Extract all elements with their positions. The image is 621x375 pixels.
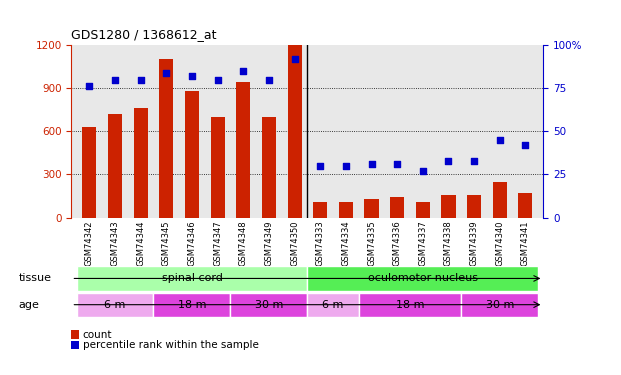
Bar	[467, 195, 481, 217]
Text: 6 m: 6 m	[322, 300, 344, 310]
Bar	[365, 199, 379, 217]
Bar	[519, 193, 532, 217]
Bar	[262, 117, 276, 218]
Bar	[76, 266, 307, 291]
Text: GDS1280 / 1368612_at: GDS1280 / 1368612_at	[71, 28, 217, 41]
Point	[238, 68, 248, 74]
Bar	[288, 45, 302, 218]
Point	[392, 161, 402, 167]
Text: percentile rank within the sample: percentile rank within the sample	[83, 340, 258, 350]
Bar	[211, 117, 225, 218]
Point	[264, 76, 274, 82]
Point	[315, 163, 325, 169]
Point	[366, 161, 376, 167]
Text: 30 m: 30 m	[486, 300, 514, 310]
Text: count: count	[83, 330, 112, 339]
Bar	[339, 202, 353, 217]
Bar	[313, 202, 327, 217]
Bar	[307, 292, 359, 317]
Bar	[153, 292, 230, 317]
Point	[289, 56, 299, 62]
Point	[495, 137, 505, 143]
Point	[469, 158, 479, 164]
Bar	[134, 108, 148, 217]
Point	[418, 168, 428, 174]
Bar	[83, 127, 96, 218]
Point	[212, 76, 222, 82]
Point	[443, 158, 453, 164]
Text: 18 m: 18 m	[178, 300, 206, 310]
Bar	[236, 82, 250, 218]
Bar	[359, 292, 461, 317]
Bar	[76, 292, 153, 317]
Point	[84, 83, 94, 89]
Point	[187, 73, 197, 79]
Bar	[230, 292, 307, 317]
Point	[520, 142, 530, 148]
Bar	[416, 202, 430, 217]
Bar	[307, 266, 538, 291]
Text: 30 m: 30 m	[255, 300, 283, 310]
Point	[341, 163, 351, 169]
Text: age: age	[19, 300, 40, 310]
Bar	[159, 59, 173, 217]
Text: spinal cord: spinal cord	[161, 273, 222, 284]
Text: 6 m: 6 m	[104, 300, 125, 310]
Bar	[461, 292, 538, 317]
Point	[110, 76, 120, 82]
Point	[136, 76, 146, 82]
Bar	[492, 182, 507, 218]
Text: tissue: tissue	[19, 273, 52, 284]
Point	[161, 70, 171, 76]
Bar	[390, 197, 404, 217]
Text: oculomotor nucleus: oculomotor nucleus	[368, 273, 478, 284]
Bar	[108, 114, 122, 218]
Bar	[185, 91, 199, 218]
Bar	[442, 195, 456, 217]
Text: 18 m: 18 m	[396, 300, 424, 310]
